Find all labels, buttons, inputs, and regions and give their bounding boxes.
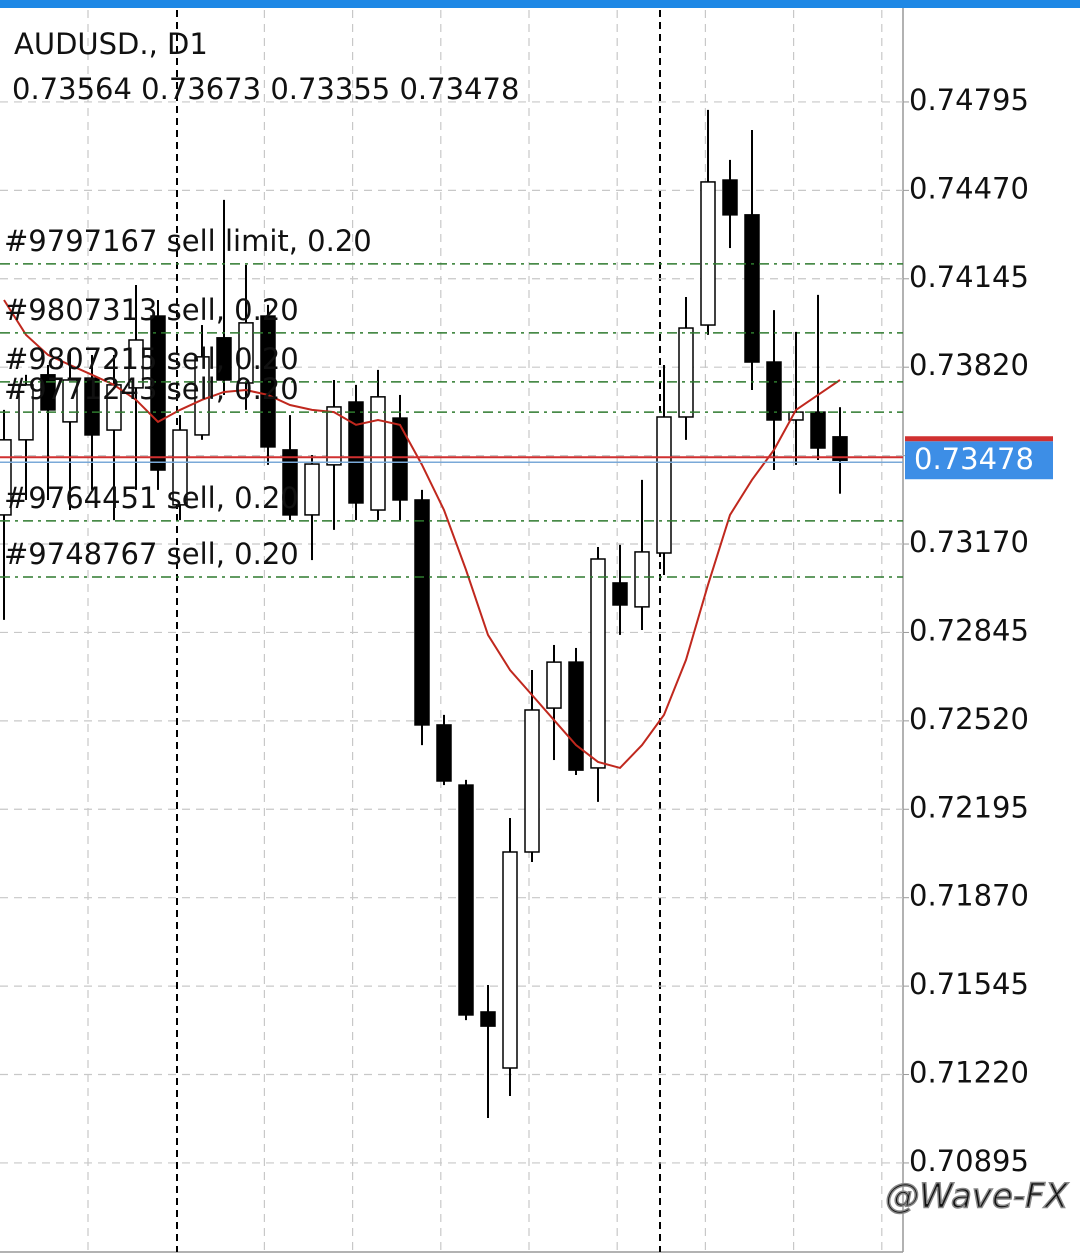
candle-body [744, 214, 760, 363]
candle-body [0, 439, 12, 516]
y-tick-label: 0.74145 [909, 260, 1029, 294]
candle-body [656, 416, 672, 554]
open-value: 0.73564 [12, 72, 132, 106]
candle-body [590, 558, 606, 769]
y-tick-label: 0.70895 [909, 1144, 1029, 1178]
candle-body [546, 661, 562, 709]
y-tick-label: 0.72845 [909, 613, 1029, 647]
candle-body [128, 339, 144, 389]
chart-title: AUDUSD., D1 [14, 27, 208, 61]
y-tick-label: 0.71220 [909, 1056, 1029, 1090]
candle-body [810, 411, 826, 449]
order-label: #9764451 sell, 0.20 [4, 481, 299, 515]
candle-body [458, 784, 474, 1016]
candle-body [480, 1011, 496, 1027]
moving-average [3, 299, 841, 770]
candle-body [524, 709, 540, 853]
candle-body [722, 179, 738, 216]
candle-body [304, 463, 320, 516]
candle-body [502, 851, 518, 1069]
candle-body [436, 724, 452, 782]
y-tick-label: 0.71870 [909, 879, 1029, 913]
candle-body [84, 377, 100, 436]
candle-body [238, 322, 254, 384]
y-tick-label: 0.74795 [909, 83, 1029, 117]
order-label: #9807313 sell, 0.20 [4, 293, 299, 327]
candle-body [172, 429, 188, 506]
y-tick-label: 0.74470 [909, 171, 1029, 205]
price-box [905, 441, 1053, 480]
candle-body [326, 406, 342, 466]
candle-body [194, 356, 210, 436]
watermark: @Wave-FX [885, 1177, 1068, 1217]
low-value: 0.73355 [270, 72, 390, 106]
order-label: #9748767 sell, 0.20 [4, 537, 299, 571]
plot [0, 109, 848, 1119]
candle-body [414, 499, 430, 726]
candle-body [150, 315, 166, 471]
order-label: #9807215 sell, 0.20 [4, 342, 299, 376]
y-tick-label: 0.71545 [909, 967, 1029, 1001]
y-tick-label: 0.73170 [909, 525, 1029, 559]
candle-body [766, 361, 782, 421]
ask-marker [905, 436, 1053, 442]
y-tick-label: 0.72195 [909, 790, 1029, 824]
y-tick-label: 0.73820 [909, 348, 1029, 382]
high-value: 0.73673 [141, 72, 261, 106]
top-bar [0, 0, 1080, 8]
candle-body [788, 411, 804, 421]
candle-body [612, 582, 628, 606]
overlay: 0.73478 #9797167 sell limit, 0.20 #9807313… [0, 224, 1053, 578]
candle-body [370, 396, 386, 511]
candle-body [40, 374, 56, 411]
candle-body [392, 417, 408, 501]
order-label: #9771243 sell, 0.20 [4, 372, 299, 406]
candle-body [282, 449, 298, 516]
price-label: 0.73478 [914, 442, 1034, 476]
y-tick-label: 0.72520 [909, 702, 1029, 736]
candle-body [832, 436, 848, 461]
order-label: #9797167 sell limit, 0.20 [4, 224, 372, 258]
candle-body [700, 181, 716, 326]
close-value: 0.73478 [399, 72, 519, 106]
candle-body [216, 337, 232, 381]
candle-body [568, 661, 584, 771]
ohlc-readout: 0.73564 0.73673 0.73355 0.73478 [12, 72, 519, 106]
candle-body [634, 551, 650, 608]
candle-body [678, 327, 694, 418]
candle-body [348, 401, 364, 504]
grid: 0.747950.744700.741450.738200.734950.731… [0, 10, 1029, 1250]
